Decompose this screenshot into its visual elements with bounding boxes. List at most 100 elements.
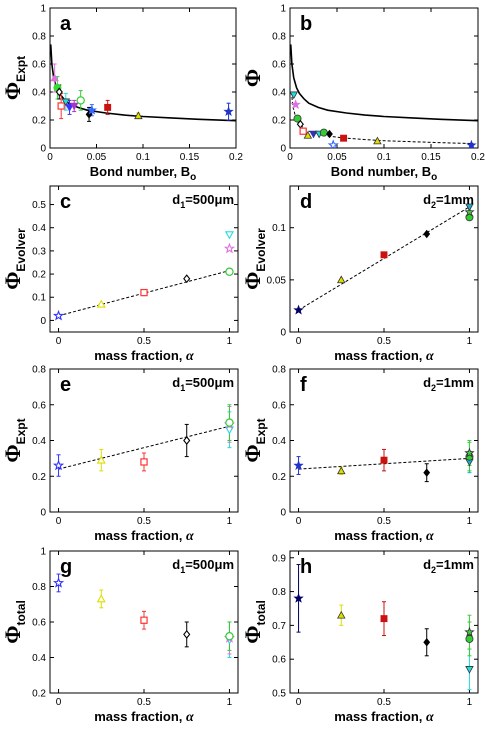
- y-tick-label: 0.2: [32, 472, 46, 483]
- y-tick-label: 0.4: [32, 653, 46, 664]
- data-point-star: [223, 106, 234, 117]
- y-tick-label: 0.6: [32, 618, 46, 629]
- data-point-triangle-down: [61, 98, 71, 107]
- x-tick-label: 0.15: [421, 152, 441, 163]
- data-point-circle: [465, 634, 474, 643]
- y-axis-label: ΦExpt: [240, 418, 268, 462]
- plot-content: [290, 44, 478, 148]
- y-tick-label: 0.6: [272, 400, 286, 411]
- size-annotation: d1=500μm: [172, 557, 234, 575]
- data-point-circle-open: [225, 418, 234, 427]
- data-point-star: [293, 304, 304, 315]
- panel-h: 0 0.5 1 0.5 0.6 0.7 0.8 0.9 h d2=1mm mass fraction…: [240, 550, 479, 725]
- y-tick-label: 0.6: [272, 655, 286, 666]
- data-point-circle-open: [76, 96, 85, 105]
- data-point-triangle-open: [96, 455, 106, 464]
- x-axis-label: mass fraction, α: [94, 709, 194, 725]
- y-axis-label: Φ: [240, 69, 265, 87]
- x-axis-label: Bond number, Bo: [331, 164, 438, 183]
- y-tick-label: 0.3: [32, 246, 46, 257]
- panel-letter: b: [300, 13, 312, 35]
- y-tick-label: 0.8: [32, 582, 46, 593]
- y-tick-label: 0: [40, 508, 46, 519]
- panel-a: 0 0.05 0.1 0.15 0.2 0 0.2 0.4 0.6 0.8 1 a Bond numbe…: [0, 4, 243, 184]
- fit-line: [298, 206, 470, 311]
- data-point-triangle: [373, 136, 382, 145]
- panel-letter: c: [60, 191, 71, 213]
- x-tick-label: 0: [56, 336, 62, 347]
- x-tick-label: 0.2: [471, 152, 485, 163]
- y-tick-label: 0: [40, 316, 46, 327]
- y-tick-label: 0.8: [272, 365, 286, 376]
- x-tick-label: 0.15: [180, 152, 200, 163]
- y-tick-label: 0: [40, 144, 46, 155]
- x-axis-label: mass fraction, α: [334, 709, 434, 725]
- size-annotation: d1=500μm: [172, 192, 234, 210]
- x-tick-label: 1: [467, 336, 473, 347]
- y-axis-label: ΦEvolver: [240, 228, 268, 290]
- plot-content: [52, 404, 236, 477]
- y-tick-label: 0.8: [272, 32, 286, 43]
- data-point-diamond-open: [55, 87, 63, 97]
- data-point-triangle-down: [465, 203, 474, 212]
- x-tick-label: 0.2: [229, 152, 243, 163]
- data-point-square: [380, 251, 388, 259]
- fit-line: [58, 425, 230, 470]
- data-point-diamond: [85, 110, 93, 119]
- x-tick-label: 0: [296, 516, 302, 527]
- y-tick-label: 0.2: [32, 270, 46, 281]
- data-point-square-open: [57, 102, 65, 110]
- data-point-square-open: [140, 616, 148, 624]
- data-point-circle-open: [225, 267, 234, 276]
- y-tick-label: 0.4: [32, 223, 46, 234]
- y-tick-label: 0.5: [272, 689, 286, 700]
- y-tick-label: 0.2: [32, 116, 46, 127]
- data-point-diamond: [423, 638, 431, 647]
- plot-content: [52, 573, 236, 658]
- x-tick-label: 0.5: [377, 516, 391, 527]
- data-point-triangle: [50, 73, 59, 82]
- panel-e: 0 0.5 1 0 0.2 0.4 0.6 0.8 e d1=500μm mass fraction…: [0, 365, 239, 544]
- y-tick-label: 0.4: [32, 88, 46, 99]
- data-point-diamond-open: [183, 436, 191, 445]
- x-tick-label: 0: [287, 152, 293, 163]
- data-point-triangle-down-open: [224, 426, 234, 435]
- x-tick-label: 1: [227, 516, 233, 527]
- y-tick-label: 0.8: [32, 365, 46, 376]
- y-tick-label: 0.9: [272, 553, 286, 564]
- y-tick-label: 0.6: [32, 400, 46, 411]
- plot-content: [52, 231, 236, 321]
- data-point-square-open: [140, 288, 148, 297]
- fit-line: [58, 270, 230, 317]
- size-annotation: d2=1mm: [423, 557, 474, 575]
- y-tick-label: 0.5: [32, 200, 46, 211]
- x-tick-label: 1: [227, 336, 233, 347]
- data-point-circle: [319, 128, 328, 137]
- panel-letter: g: [60, 556, 72, 578]
- x-tick-label: 0.05: [87, 152, 107, 163]
- y-tick-label: 0.05: [267, 275, 287, 286]
- x-axis-label: mass fraction, α: [334, 528, 434, 544]
- data-point-square: [380, 615, 388, 623]
- data-point-circle: [293, 114, 302, 123]
- panel-c: 0 0.5 1 0 0.1 0.2 0.3 0.4 0.5 c d1=500μm mass fract…: [0, 185, 239, 364]
- x-tick-label: 0.5: [137, 697, 151, 708]
- data-point-square: [340, 134, 348, 142]
- y-axis-label: Φtotal: [0, 600, 28, 644]
- plot-frame: [289, 368, 479, 513]
- data-point-triangle-down: [65, 104, 74, 112]
- data-point-square-open: [299, 127, 307, 135]
- y-tick-label: 0: [280, 144, 286, 155]
- panel-b: 0 0.05 0.1 0.15 0.2 0 0.2 0.4 0.6 0.8 1 b Bond numbe…: [240, 4, 485, 184]
- y-tick-label: 0.8: [272, 587, 286, 598]
- data-point-square: [380, 456, 388, 464]
- data-point-square-open: [140, 458, 148, 466]
- y-tick-label: 0.4: [272, 436, 286, 447]
- model-curve: [290, 44, 478, 122]
- x-tick-label: 1: [467, 697, 473, 708]
- plot-frame: [289, 7, 479, 149]
- panel-letter: d: [300, 191, 312, 213]
- data-point-circle-open: [225, 632, 234, 641]
- data-point-star-open: [52, 459, 65, 471]
- y-tick-label: 0.1: [32, 293, 46, 304]
